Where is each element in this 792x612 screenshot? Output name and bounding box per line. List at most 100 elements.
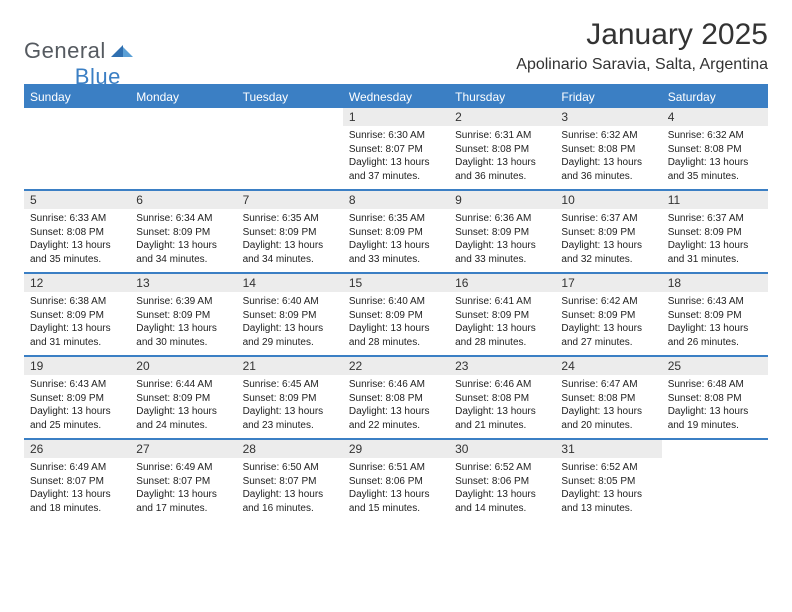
day-data: Sunrise: 6:31 AMSunset: 8:08 PMDaylight:… [449,126,555,189]
sunrise-line: Sunrise: 6:50 AM [243,461,337,475]
calendar-day-cell: 25Sunrise: 6:48 AMSunset: 8:08 PMDayligh… [662,357,768,438]
day-number [130,108,236,126]
calendar-day-cell: 20Sunrise: 6:44 AMSunset: 8:09 PMDayligh… [130,357,236,438]
sunset-line: Sunset: 8:07 PM [349,143,443,157]
day-number: 15 [343,274,449,292]
day-number: 22 [343,357,449,375]
sunset-line: Sunset: 8:09 PM [243,309,337,323]
brand-general: General [24,38,106,64]
calendar-week-row: 26Sunrise: 6:49 AMSunset: 8:07 PMDayligh… [24,438,768,521]
sunset-line: Sunset: 8:09 PM [30,309,124,323]
sunset-line: Sunset: 8:08 PM [561,392,655,406]
calendar-day-cell: 23Sunrise: 6:46 AMSunset: 8:08 PMDayligh… [449,357,555,438]
day-number: 10 [555,191,661,209]
day-number [662,440,768,458]
weekday-header: Saturday [662,86,768,108]
sunrise-line: Sunrise: 6:47 AM [561,378,655,392]
calendar-day-cell: 5Sunrise: 6:33 AMSunset: 8:08 PMDaylight… [24,191,130,272]
day-number: 3 [555,108,661,126]
daylight-line: Daylight: 13 hours and 34 minutes. [136,239,230,266]
day-number: 2 [449,108,555,126]
sunrise-line: Sunrise: 6:33 AM [30,212,124,226]
day-number [237,108,343,126]
day-number: 6 [130,191,236,209]
sunrise-line: Sunrise: 6:34 AM [136,212,230,226]
sunrise-line: Sunrise: 6:49 AM [136,461,230,475]
daylight-line: Daylight: 13 hours and 32 minutes. [561,239,655,266]
sunrise-line: Sunrise: 6:44 AM [136,378,230,392]
weekday-header: Tuesday [237,86,343,108]
calendar-day-cell: 3Sunrise: 6:32 AMSunset: 8:08 PMDaylight… [555,108,661,189]
daylight-line: Daylight: 13 hours and 18 minutes. [30,488,124,515]
sunset-line: Sunset: 8:09 PM [455,226,549,240]
day-data: Sunrise: 6:35 AMSunset: 8:09 PMDaylight:… [237,209,343,272]
daylight-line: Daylight: 13 hours and 16 minutes. [243,488,337,515]
sunrise-line: Sunrise: 6:39 AM [136,295,230,309]
sunrise-line: Sunrise: 6:51 AM [349,461,443,475]
weekday-header: Monday [130,86,236,108]
calendar-week-row: 19Sunrise: 6:43 AMSunset: 8:09 PMDayligh… [24,355,768,438]
sunset-line: Sunset: 8:06 PM [349,475,443,489]
daylight-line: Daylight: 13 hours and 20 minutes. [561,405,655,432]
day-data: Sunrise: 6:32 AMSunset: 8:08 PMDaylight:… [662,126,768,189]
sunrise-line: Sunrise: 6:52 AM [455,461,549,475]
sunrise-line: Sunrise: 6:43 AM [30,378,124,392]
day-data: Sunrise: 6:49 AMSunset: 8:07 PMDaylight:… [24,458,130,521]
calendar-day-cell: 21Sunrise: 6:45 AMSunset: 8:09 PMDayligh… [237,357,343,438]
day-number: 21 [237,357,343,375]
day-data: Sunrise: 6:42 AMSunset: 8:09 PMDaylight:… [555,292,661,355]
weeks-container: 1Sunrise: 6:30 AMSunset: 8:07 PMDaylight… [24,108,768,521]
sunrise-line: Sunrise: 6:37 AM [561,212,655,226]
day-data [24,126,130,135]
brand-triangle-icon [111,41,133,62]
day-number: 1 [343,108,449,126]
title-block: January 2025 Apolinario Saravia, Salta, … [516,18,768,74]
sunrise-line: Sunrise: 6:30 AM [349,129,443,143]
calendar-day-cell: 2Sunrise: 6:31 AMSunset: 8:08 PMDaylight… [449,108,555,189]
calendar-day-cell: 11Sunrise: 6:37 AMSunset: 8:09 PMDayligh… [662,191,768,272]
day-number: 12 [24,274,130,292]
day-data: Sunrise: 6:52 AMSunset: 8:06 PMDaylight:… [449,458,555,521]
day-number: 28 [237,440,343,458]
sunset-line: Sunset: 8:07 PM [30,475,124,489]
daylight-line: Daylight: 13 hours and 28 minutes. [349,322,443,349]
calendar-page: General Blue January 2025 Apolinario Sar… [0,0,792,539]
sunrise-line: Sunrise: 6:37 AM [668,212,762,226]
calendar-day-cell: 28 Sunrise: 6:50 AMSunset: 8:07 PMDayligh… [237,440,343,521]
calendar-day-cell [24,108,130,189]
sunset-line: Sunset: 8:09 PM [349,309,443,323]
sunset-line: Sunset: 8:07 PM [243,475,337,489]
calendar-week-row: 1Sunrise: 6:30 AMSunset: 8:07 PMDaylight… [24,108,768,189]
day-number: 4 [662,108,768,126]
daylight-line: Daylight: 13 hours and 36 minutes. [561,156,655,183]
calendar: SundayMondayTuesdayWednesdayThursdayFrid… [24,84,768,521]
day-number: 29 [343,440,449,458]
sunset-line: Sunset: 8:06 PM [455,475,549,489]
sunset-line: Sunset: 8:08 PM [455,392,549,406]
day-data: Sunrise: 6:40 AMSunset: 8:09 PMDaylight:… [237,292,343,355]
calendar-day-cell: 17Sunrise: 6:42 AMSunset: 8:09 PMDayligh… [555,274,661,355]
sunset-line: Sunset: 8:07 PM [136,475,230,489]
day-data: Sunrise: 6:32 AMSunset: 8:08 PMDaylight:… [555,126,661,189]
day-number: 14 [237,274,343,292]
sunset-line: Sunset: 8:09 PM [668,226,762,240]
sunset-line: Sunset: 8:09 PM [30,392,124,406]
day-data: Sunrise: 6:40 AMSunset: 8:09 PMDaylight:… [343,292,449,355]
sunset-line: Sunset: 8:09 PM [455,309,549,323]
day-number [24,108,130,126]
calendar-day-cell: 18Sunrise: 6:43 AMSunset: 8:09 PMDayligh… [662,274,768,355]
day-number: 11 [662,191,768,209]
daylight-line: Daylight: 13 hours and 35 minutes. [30,239,124,266]
daylight-line: Daylight: 13 hours and 14 minutes. [455,488,549,515]
sunset-line: Sunset: 8:09 PM [136,392,230,406]
daylight-line: Daylight: 13 hours and 33 minutes. [349,239,443,266]
calendar-day-cell: 24Sunrise: 6:47 AMSunset: 8:08 PMDayligh… [555,357,661,438]
daylight-line: Daylight: 13 hours and 27 minutes. [561,322,655,349]
daylight-line: Daylight: 13 hours and 37 minutes. [349,156,443,183]
calendar-day-cell [130,108,236,189]
day-data: Sunrise: 6:33 AMSunset: 8:08 PMDaylight:… [24,209,130,272]
daylight-line: Daylight: 13 hours and 31 minutes. [30,322,124,349]
day-data: Sunrise: 6:34 AMSunset: 8:09 PMDaylight:… [130,209,236,272]
daylight-line: Daylight: 13 hours and 19 minutes. [668,405,762,432]
calendar-day-cell: 15Sunrise: 6:40 AMSunset: 8:09 PMDayligh… [343,274,449,355]
